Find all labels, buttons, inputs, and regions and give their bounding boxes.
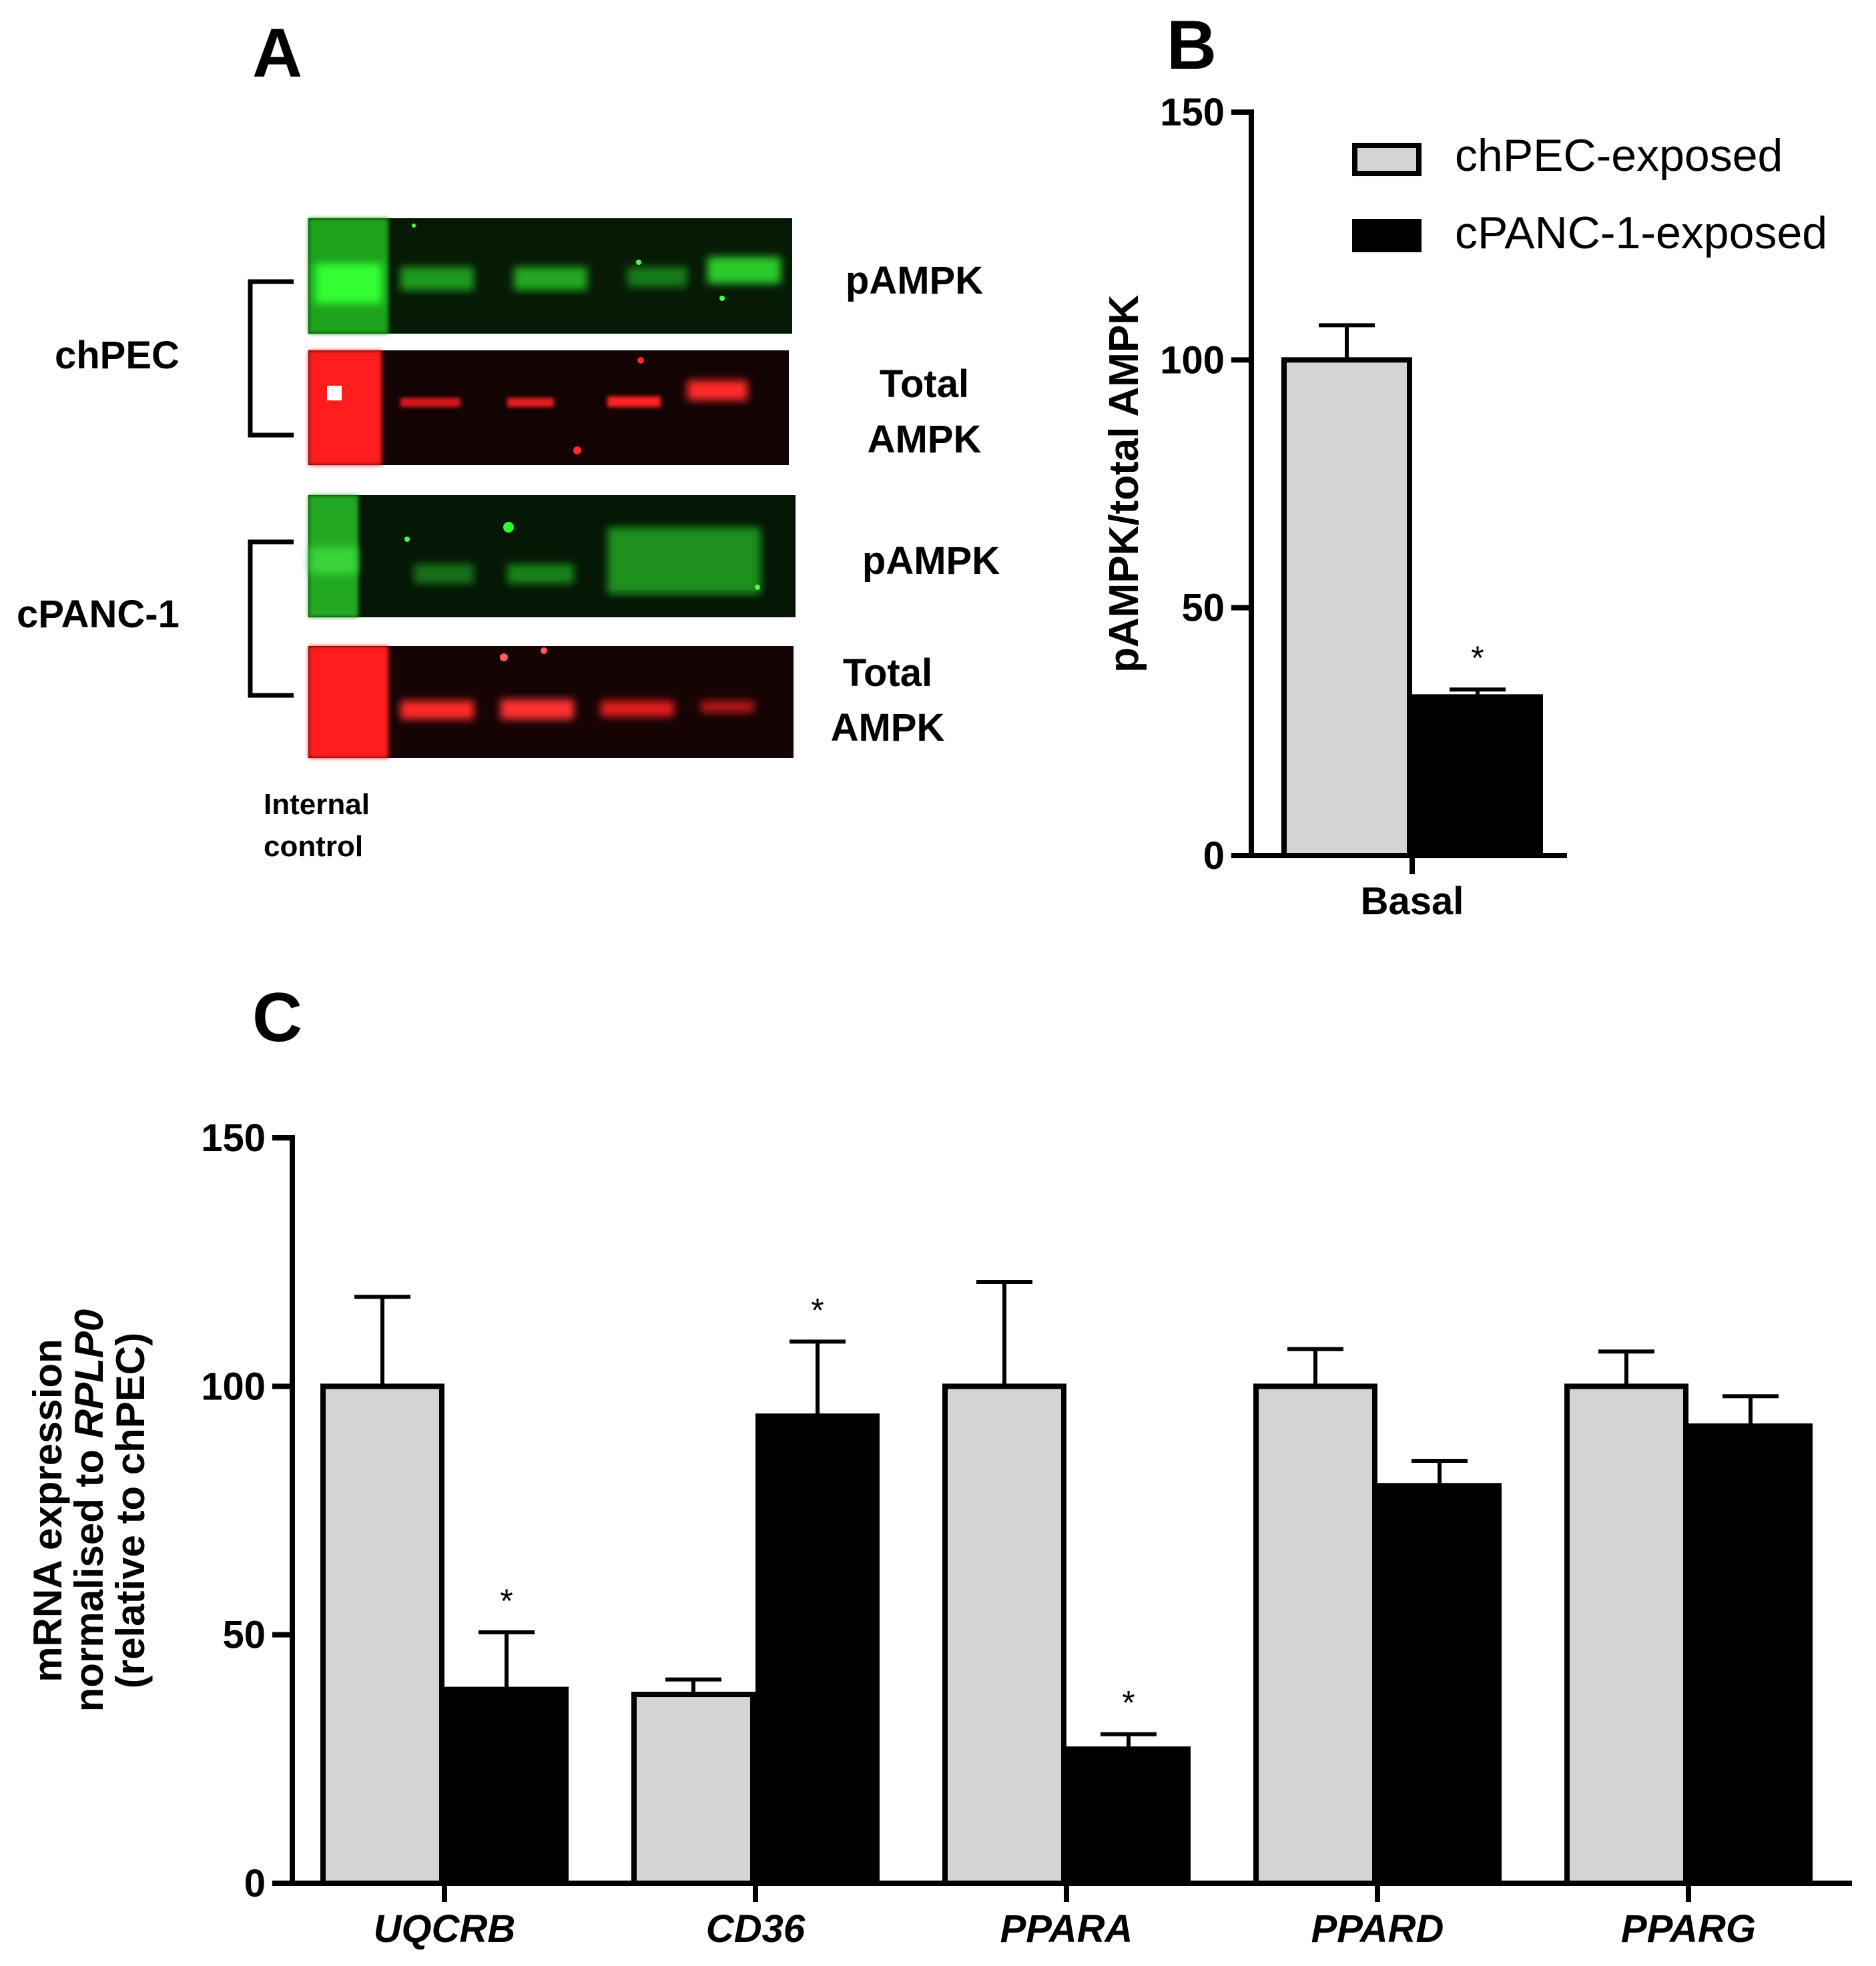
significance-marker: *	[1471, 639, 1484, 677]
bar-chpec-exposed	[942, 1383, 1066, 1886]
y-axis-label: pAMPK/total AMPK	[1101, 295, 1147, 673]
blot-strip-cpanc-total	[308, 646, 794, 758]
bar-cpanc-1-exposed	[444, 1686, 569, 1887]
legend-swatch-chpec	[1352, 143, 1422, 176]
legend-label-chpec: chPEC-exposed	[1455, 130, 1783, 181]
x-tick-label: PPARA	[1000, 1907, 1133, 1951]
blot-row-label-cpanc-total: Total	[843, 651, 932, 695]
bar-cpanc-1-exposed	[1412, 694, 1543, 859]
legend: chPEC-exposed cPANC-1-exposed	[1352, 130, 1827, 258]
panel-label-a: A	[252, 15, 302, 92]
blot-row-label-cpanc-total-2: AMPK	[831, 706, 945, 749]
bar-cpanc-1-exposed	[1377, 1483, 1502, 1886]
blot-row-label-chpec-total: Total	[880, 362, 969, 406]
y-tick-label: 100	[1160, 338, 1225, 382]
blot-bracket-cpanc	[248, 539, 294, 698]
blot-group-label-chpec: chPEC	[55, 334, 180, 377]
bar-cpanc-1-exposed	[1066, 1746, 1191, 1886]
panel-label-b: B	[1167, 7, 1217, 84]
bar-cpanc-1-exposed	[1688, 1423, 1813, 1887]
y-axis-label: normalised to RPLP0	[67, 1309, 111, 1712]
y-tick-label: 0	[1203, 834, 1225, 878]
blot-strip-cpanc-pampk	[308, 495, 796, 617]
y-tick-label: 150	[1160, 91, 1225, 134]
blot-footer-label: Internal	[264, 788, 370, 821]
x-tick-label: PPARG	[1621, 1907, 1756, 1951]
significance-marker: *	[1122, 1684, 1135, 1722]
x-tick-label: CD36	[706, 1907, 806, 1951]
chart-b: 0 50 100 150 pAMPK/total AMPK * Basal	[1101, 91, 1567, 923]
bar-chpec-exposed	[1564, 1383, 1688, 1886]
bar-chpec-exposed	[1253, 1383, 1377, 1886]
bar-chpec-exposed	[1281, 357, 1412, 858]
y-tick-label: 50	[1181, 587, 1225, 630]
y-tick-label: 50	[222, 1614, 266, 1657]
legend-swatch-cpanc	[1352, 219, 1422, 252]
panel-label-c: C	[252, 979, 302, 1056]
y-axis-label: mRNA expression	[25, 1339, 70, 1682]
significance-marker: *	[500, 1582, 513, 1620]
blot-row-label-chpec-total-2: AMPK	[868, 418, 982, 461]
blot-row-label-chpec-pampk: pAMPK	[846, 259, 983, 302]
blot-strip-chpec-pampk	[308, 218, 792, 334]
bar-chpec-exposed	[320, 1383, 444, 1886]
blot-row-label-cpanc-pampk: pAMPK	[862, 539, 1000, 583]
y-tick-label: 0	[244, 1862, 266, 1905]
x-tick-label: UQCRB	[374, 1907, 516, 1951]
y-tick-label: 100	[201, 1365, 266, 1408]
y-axis-label: (relative to chPEC)	[108, 1333, 153, 1688]
x-tick-label: PPARD	[1311, 1907, 1444, 1951]
blot-strip-chpec-total	[308, 350, 789, 465]
bar-cpanc-1-exposed	[755, 1413, 880, 1887]
significance-marker: *	[811, 1291, 824, 1329]
blot-footer-label-2: control	[264, 830, 363, 863]
western-blot: chPEC pAMPK Total AMPK	[17, 218, 1000, 863]
y-tick-label: 150	[201, 1116, 266, 1160]
legend-label-cpanc: cPANC-1-exposed	[1455, 208, 1827, 258]
blot-group-label-cpanc: cPANC-1	[17, 593, 180, 636]
blot-bracket-chpec	[248, 279, 294, 438]
bar-chpec-exposed	[631, 1692, 755, 1886]
x-tick-label: Basal	[1361, 880, 1464, 923]
